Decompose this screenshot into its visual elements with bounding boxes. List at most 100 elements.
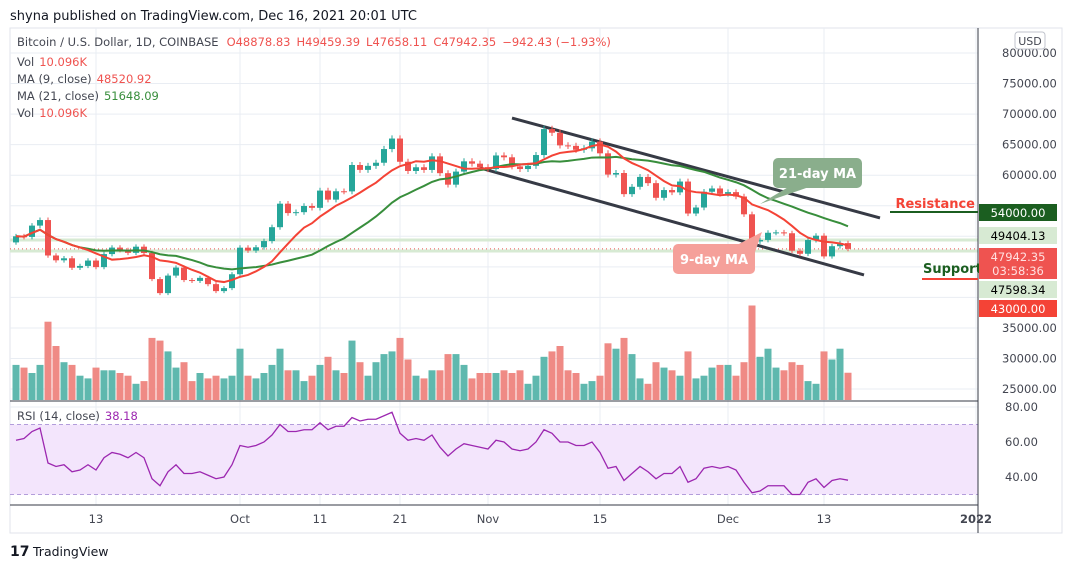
candle-body bbox=[285, 203, 291, 214]
candle-body bbox=[717, 188, 723, 194]
candle-body bbox=[277, 203, 283, 228]
volume-bar bbox=[116, 373, 124, 400]
candle-body bbox=[461, 161, 467, 172]
change-value: −942.43 (−1.93%) bbox=[502, 35, 611, 49]
volume-bar bbox=[340, 373, 348, 400]
candle-body bbox=[845, 243, 851, 249]
volume-bar bbox=[436, 370, 444, 400]
candle-body bbox=[701, 191, 707, 208]
candle-body bbox=[317, 190, 323, 208]
volume-bar bbox=[844, 372, 852, 400]
volume-bar bbox=[756, 356, 764, 400]
candle-body bbox=[69, 258, 75, 268]
candles bbox=[13, 125, 851, 296]
candle-body bbox=[149, 253, 155, 280]
price-label-box bbox=[979, 248, 1057, 279]
candle-body bbox=[749, 214, 755, 242]
volume-bar bbox=[124, 375, 132, 400]
volume-bar bbox=[820, 351, 828, 400]
volume-bar bbox=[380, 354, 388, 400]
time-tick: Oct bbox=[230, 512, 250, 526]
volume-bar bbox=[236, 348, 244, 400]
tradingview-logo[interactable]: 17 TradingView bbox=[10, 544, 109, 560]
candle-body bbox=[381, 149, 387, 163]
volume-bar bbox=[692, 378, 700, 400]
volume-bar bbox=[308, 375, 316, 400]
candle-body bbox=[117, 247, 123, 251]
volume-bar bbox=[732, 375, 740, 400]
volume-bar bbox=[140, 381, 148, 400]
volume-bar bbox=[788, 362, 796, 400]
ohlc-line: Bitcoin / U.S. Dollar, 1D, COINBASE O4887… bbox=[17, 35, 611, 49]
high-value: H49459.39 bbox=[297, 35, 361, 49]
price-axis[interactable]: 80000.00 75000.00 70000.00 65000.00 60000.00… bbox=[1002, 46, 1057, 396]
candle-body bbox=[37, 220, 43, 226]
candle-body bbox=[325, 190, 331, 200]
candle-body bbox=[533, 155, 539, 166]
rsi-tick: 80.00 bbox=[1005, 400, 1038, 414]
candle-body bbox=[437, 156, 443, 174]
price-label: 49404.13 bbox=[991, 229, 1046, 243]
volume-bar bbox=[428, 370, 436, 400]
time-axis[interactable]: 13 Oct 11 21 Nov 15 Dec 13 2022 bbox=[89, 512, 992, 526]
volume-bar bbox=[196, 373, 204, 400]
candle-body bbox=[805, 240, 811, 254]
candle-body bbox=[173, 267, 179, 276]
trendlines[interactable] bbox=[479, 116, 881, 277]
candle-body bbox=[77, 265, 83, 268]
volume-bar bbox=[804, 381, 812, 400]
volume-bar bbox=[44, 321, 52, 400]
volume-bar bbox=[132, 383, 140, 400]
volume-bar bbox=[492, 373, 500, 400]
candle-body bbox=[13, 236, 19, 243]
candle-body bbox=[269, 227, 275, 242]
price-tick: 60000.00 bbox=[1002, 168, 1057, 182]
candle-body bbox=[685, 181, 691, 214]
volume-bar bbox=[68, 364, 76, 400]
time-tick: 21 bbox=[393, 512, 408, 526]
volume-bar bbox=[284, 370, 292, 400]
ma21-value: 51648.09 bbox=[104, 89, 159, 103]
volume-bar bbox=[172, 367, 180, 400]
rsi-line bbox=[15, 411, 849, 496]
ma9-callout-text: 9-day MA bbox=[680, 253, 748, 268]
candle-body bbox=[541, 129, 547, 156]
volume-bar bbox=[780, 370, 788, 400]
candle-body bbox=[29, 225, 35, 237]
candle-body bbox=[389, 138, 395, 150]
volume-bar bbox=[324, 356, 332, 400]
open-value: O48878.83 bbox=[227, 35, 291, 49]
volume-bar bbox=[828, 359, 836, 400]
volume-bar bbox=[652, 362, 660, 400]
time-tick: 13 bbox=[817, 512, 832, 526]
volume-bar bbox=[476, 373, 484, 400]
currency-button[interactable]: USD bbox=[1014, 31, 1046, 50]
candle-body bbox=[53, 255, 59, 261]
legend: Bitcoin / U.S. Dollar, 1D, COINBASE O4887… bbox=[17, 35, 611, 423]
volume-bar bbox=[300, 381, 308, 400]
rsi-tick: 40.00 bbox=[1005, 470, 1038, 484]
volume-bar bbox=[684, 351, 692, 400]
volume-bar bbox=[396, 337, 404, 400]
volume-bar bbox=[60, 362, 68, 400]
time-tick: Nov bbox=[477, 512, 500, 526]
volume-bar bbox=[740, 362, 748, 400]
volume-bar bbox=[580, 383, 588, 400]
ma21-callout: 21-day MA bbox=[760, 158, 862, 204]
volume-bar bbox=[588, 381, 596, 400]
candle-body bbox=[837, 243, 843, 247]
candle-body bbox=[181, 267, 187, 281]
rsi-axis[interactable]: 80.00 60.00 40.00 bbox=[1005, 400, 1038, 484]
candle-body bbox=[813, 235, 819, 241]
ma9-value: 48520.92 bbox=[97, 72, 152, 86]
candle-body bbox=[341, 191, 347, 193]
svg-text:USD[interactable]: USD bbox=[1018, 35, 1042, 48]
volume-bar bbox=[564, 370, 572, 400]
volume-bars bbox=[12, 305, 852, 400]
volume-bar bbox=[796, 364, 804, 400]
candle-body bbox=[645, 176, 651, 184]
candle-body bbox=[45, 220, 51, 256]
volume-bar bbox=[484, 373, 492, 400]
